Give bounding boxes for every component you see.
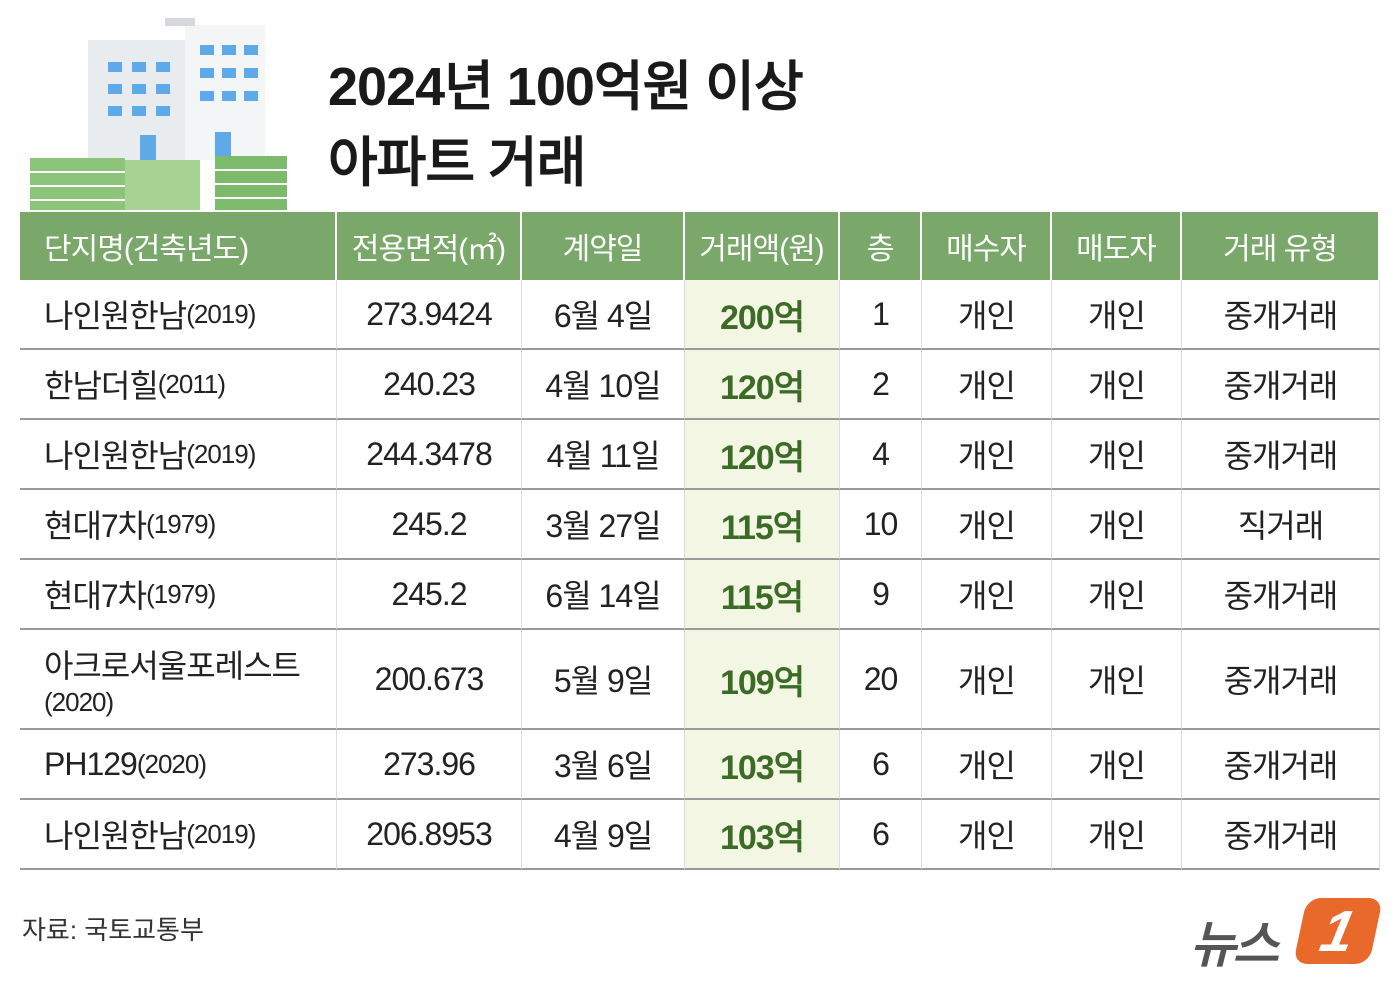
table-cell: 개인	[922, 280, 1052, 350]
table-cell: 4월 9일	[522, 800, 685, 870]
price-cell: 103억	[685, 730, 840, 800]
complex-name: 아크로서울포레스트	[44, 647, 301, 684]
column-header: 전용면적(㎡)	[337, 212, 522, 280]
name-cell: 나인원한남 (2019)	[20, 280, 337, 350]
complex-name: 나인원한남	[44, 438, 187, 474]
table-cell: 개인	[922, 490, 1052, 560]
table-cell: 20	[840, 630, 922, 730]
table-cell: 273.96	[337, 730, 522, 800]
table-cell: 개인	[922, 560, 1052, 630]
table-cell: 6	[840, 730, 922, 800]
column-header: 매수자	[922, 212, 1052, 280]
table-cell: 6	[840, 800, 922, 870]
title-line: 2024년 100억원 이상	[328, 57, 804, 117]
table-cell: 중개거래	[1182, 350, 1380, 420]
table-cell: 중개거래	[1182, 280, 1380, 350]
table-cell: 개인	[1052, 350, 1182, 420]
price-cell: 109억	[685, 630, 840, 730]
table-cell: 개인	[1052, 730, 1182, 800]
table-cell: 4	[840, 420, 922, 490]
name-cell: 현대7차 (1979)	[20, 560, 337, 630]
building-illustration	[30, 18, 287, 210]
table-cell: 2	[840, 350, 922, 420]
table-cell: 245.2	[337, 490, 522, 560]
column-header: 거래액(원)	[685, 212, 840, 280]
title-line: 아파트 거래	[328, 133, 586, 193]
column-header: 거래 유형	[1182, 212, 1380, 280]
name-cell: 나인원한남 (2019)	[20, 800, 337, 870]
name-cell: 현대7차 (1979)	[20, 490, 337, 560]
price-cell: 120억	[685, 350, 840, 420]
table-cell: 개인	[922, 350, 1052, 420]
table-cell: 개인	[1052, 560, 1182, 630]
table-cell: 3월 6일	[522, 730, 685, 800]
table-cell: 4월 10일	[522, 350, 685, 420]
table-cell: 중개거래	[1182, 420, 1380, 490]
name-cell: 나인원한남 (2019)	[20, 420, 337, 490]
price-cell: 200억	[685, 280, 840, 350]
price-cell: 115억	[685, 560, 840, 630]
build-year: (2020)	[44, 686, 114, 717]
table-cell: 개인	[922, 800, 1052, 870]
name-cell: 한남더힐 (2011)	[20, 350, 337, 420]
table-cell: 200.673	[337, 630, 522, 730]
table-cell: 직거래	[1182, 490, 1380, 560]
price-cell: 115억	[685, 490, 840, 560]
table-cell: 중개거래	[1182, 730, 1380, 800]
table-cell: 개인	[922, 420, 1052, 490]
table-cell: 개인	[1052, 630, 1182, 730]
table-cell: 10	[840, 490, 922, 560]
table-cell: 244.3478	[337, 420, 522, 490]
name-cell: 아크로서울포레스트 (2020)	[20, 630, 337, 730]
table-cell: 개인	[922, 630, 1052, 730]
complex-name: 한남더힐	[44, 368, 159, 404]
column-header: 단지명(건축년도)	[20, 212, 337, 280]
table-cell: 3월 27일	[522, 490, 685, 560]
build-year: (2011)	[157, 368, 226, 399]
table-cell: 개인	[922, 730, 1052, 800]
table-cell: 9	[840, 560, 922, 630]
build-year: (2019)	[186, 298, 256, 329]
table-cell: 중개거래	[1182, 800, 1380, 870]
table-cell: 273.9424	[337, 280, 522, 350]
complex-name: PH129	[44, 745, 138, 782]
complex-name: 나인원한남	[44, 298, 187, 334]
complex-name: 나인원한남	[44, 818, 187, 854]
table-cell: 개인	[1052, 800, 1182, 870]
build-year: (1979)	[146, 508, 216, 539]
table-cell: 4월 11일	[522, 420, 685, 490]
table-cell: 개인	[1052, 280, 1182, 350]
build-year: (2019)	[186, 818, 256, 849]
table-cell: 5월 9일	[522, 630, 685, 730]
price-cell: 120억	[685, 420, 840, 490]
logo: 뉴스	[1190, 917, 1279, 973]
build-year: (1979)	[146, 578, 216, 609]
complex-name: 현대7차	[44, 578, 147, 614]
column-header: 매도자	[1052, 212, 1182, 280]
name-cell: PH129 (2020)	[20, 730, 337, 800]
table-cell: 중개거래	[1182, 560, 1380, 630]
table-cell: 개인	[1052, 420, 1182, 490]
table-cell: 245.2	[337, 560, 522, 630]
table-cell: 개인	[1052, 490, 1182, 560]
price-cell: 103억	[685, 800, 840, 870]
table-cell: 1	[840, 280, 922, 350]
build-year: (2020)	[136, 748, 207, 779]
logo-badge: 1	[1292, 898, 1384, 964]
table-cell: 6월 4일	[522, 280, 685, 350]
complex-name: 현대7차	[44, 508, 147, 544]
column-header: 계약일	[522, 212, 685, 280]
table-cell: 240.23	[337, 350, 522, 420]
build-year: (2019)	[186, 438, 256, 469]
table-cell: 중개거래	[1182, 630, 1380, 730]
source: 자료: 국토교통부	[22, 915, 204, 945]
table-cell: 206.8953	[337, 800, 522, 870]
column-header: 층	[840, 212, 922, 280]
table-cell: 6월 14일	[522, 560, 685, 630]
